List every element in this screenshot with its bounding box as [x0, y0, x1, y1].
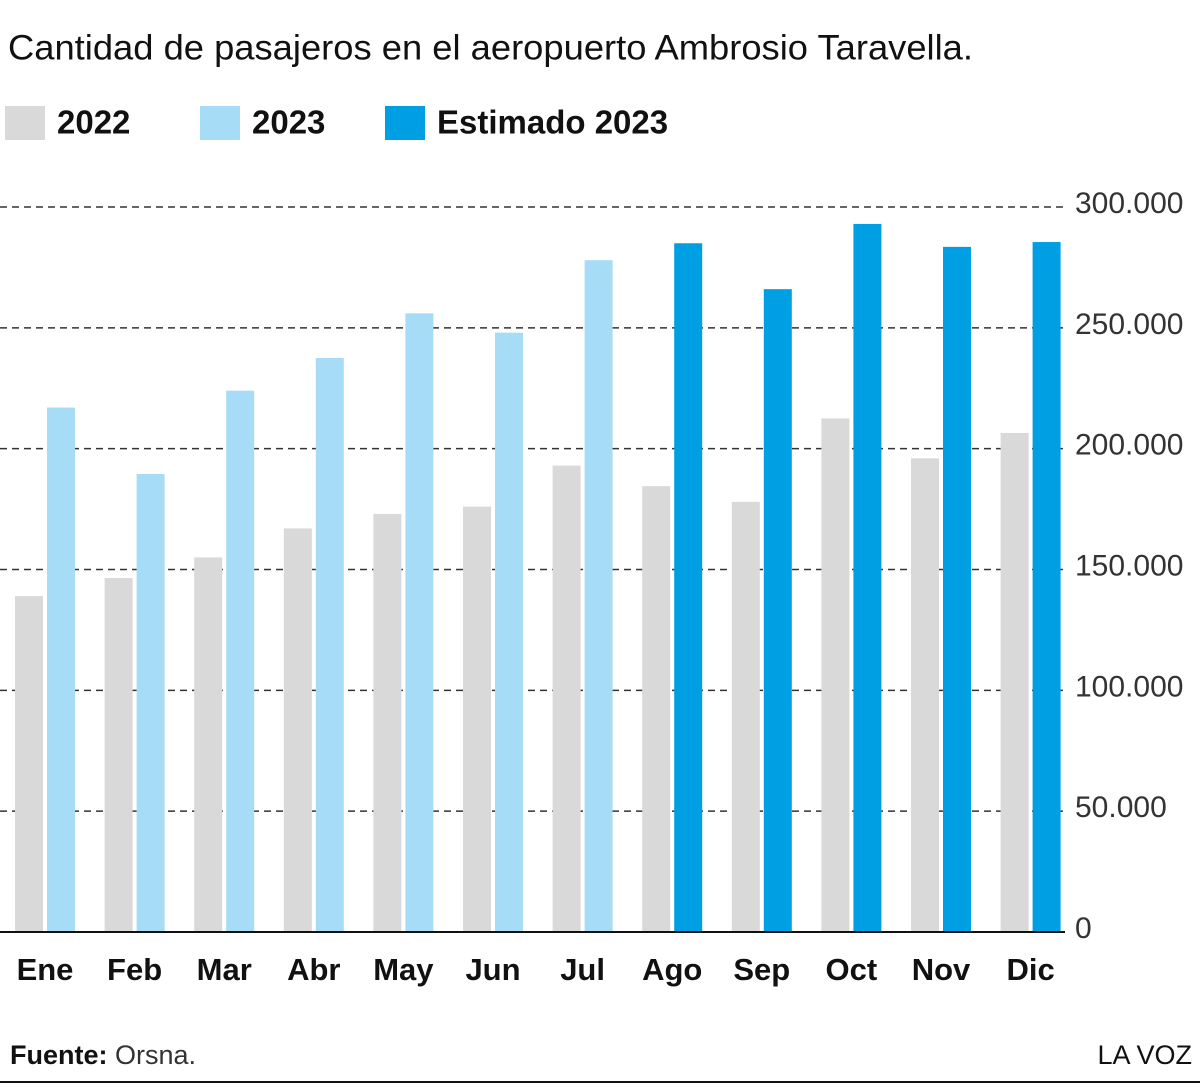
- bar: [194, 557, 223, 932]
- bar: [943, 246, 971, 932]
- y-tick-label: 300.000: [1075, 187, 1183, 220]
- source-label: Fuente:: [10, 1040, 108, 1070]
- legend-label: 2022: [57, 104, 130, 141]
- x-tick-label: Jun: [465, 952, 520, 987]
- y-tick-label: 50.000: [1075, 791, 1167, 824]
- legend-label: 2023: [252, 104, 325, 141]
- bar: [642, 486, 671, 932]
- x-tick-label: Sep: [733, 952, 790, 987]
- bar: [373, 513, 402, 932]
- bar: [136, 474, 165, 932]
- x-tick-label: Ene: [17, 952, 74, 987]
- bar: [47, 407, 75, 932]
- bar: [763, 289, 792, 933]
- legend-swatch: [5, 106, 45, 140]
- bar: [1032, 242, 1061, 932]
- y-tick-label: 150.000: [1075, 549, 1183, 582]
- bar: [674, 243, 703, 932]
- bar: [283, 528, 312, 932]
- bar: [226, 390, 255, 933]
- x-tick-label: Nov: [912, 952, 971, 987]
- x-tick-label: Abr: [287, 952, 340, 987]
- bar: [821, 418, 850, 932]
- x-tick-label: Ago: [642, 952, 702, 987]
- bar: [15, 596, 43, 932]
- bar: [405, 313, 434, 932]
- bar: [104, 577, 133, 932]
- brand: LA VOZ: [1097, 1040, 1192, 1070]
- x-tick-label: Jul: [560, 952, 605, 987]
- chart-title: Cantidad de pasajeros en el aeropuerto A…: [8, 28, 973, 67]
- bar: [495, 332, 523, 933]
- legend-swatch: [200, 106, 240, 140]
- y-tick-label: 0: [1075, 912, 1092, 945]
- bar: [315, 358, 344, 933]
- x-tick-label: Dic: [1006, 952, 1054, 987]
- bar: [1000, 432, 1029, 932]
- x-tick-label: May: [373, 952, 434, 987]
- y-tick-label: 250.000: [1075, 308, 1183, 341]
- source: Orsna.: [115, 1040, 196, 1070]
- legend-label: Estimado 2023: [437, 104, 668, 141]
- legend-swatch: [385, 106, 425, 140]
- y-tick-label: 200.000: [1075, 429, 1183, 462]
- x-tick-label: Mar: [197, 952, 252, 987]
- y-tick-label: 100.000: [1075, 670, 1183, 703]
- x-tick-label: Feb: [107, 952, 162, 987]
- bar: [552, 465, 581, 932]
- bar: [853, 223, 882, 932]
- footer: Fuente: Orsna.: [10, 1040, 196, 1070]
- bar: [584, 260, 613, 933]
- bar: [911, 458, 939, 932]
- bar: [463, 506, 491, 932]
- bar: [731, 501, 760, 932]
- x-tick-label: Oct: [826, 952, 878, 987]
